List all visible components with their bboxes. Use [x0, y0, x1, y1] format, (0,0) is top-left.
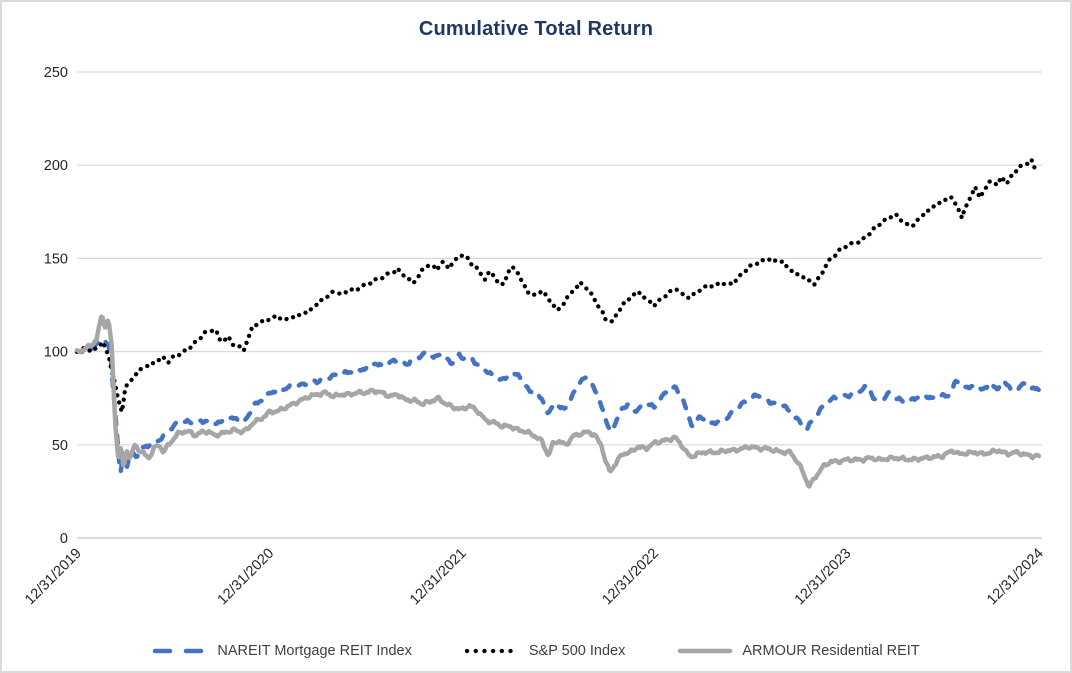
svg-text:12/31/2022: 12/31/2022: [599, 546, 662, 609]
svg-text:150: 150: [44, 251, 68, 267]
svg-text:0: 0: [60, 531, 68, 547]
svg-text:200: 200: [44, 158, 68, 174]
svg-text:12/31/2021: 12/31/2021: [407, 546, 470, 609]
legend-marker-solid-line-icon: [677, 646, 733, 656]
legend-label: S&P 500 Index: [528, 643, 626, 659]
legend-item-sp-500-index: S&P 500 Index: [464, 643, 625, 659]
svg-text:12/31/2020: 12/31/2020: [215, 546, 278, 609]
chart-title: Cumulative Total Return: [418, 18, 654, 40]
svg-text:250: 250: [44, 65, 68, 81]
chart-legend: NAREIT Mortgage REIT Index S&P 500 Index…: [2, 643, 1070, 659]
svg-text:12/31/2023: 12/31/2023: [792, 546, 855, 609]
legend-item-armour-residential-reit: ARMOUR Residential REIT: [677, 643, 920, 659]
legend-label: NAREIT Mortgage REIT Index: [217, 643, 412, 659]
svg-text:50: 50: [52, 438, 68, 454]
legend-item-nareit-mortgage-reit-index: NAREIT Mortgage REIT Index: [152, 643, 412, 659]
legend-marker-dashed-line-icon: [152, 646, 208, 656]
svg-text:100: 100: [44, 345, 68, 361]
svg-text:12/31/2024: 12/31/2024: [984, 546, 1047, 609]
legend-label: ARMOUR Residential REIT: [742, 643, 920, 659]
legend-marker-dotted-line-icon: [464, 646, 520, 656]
svg-text:12/31/2019: 12/31/2019: [22, 546, 85, 609]
